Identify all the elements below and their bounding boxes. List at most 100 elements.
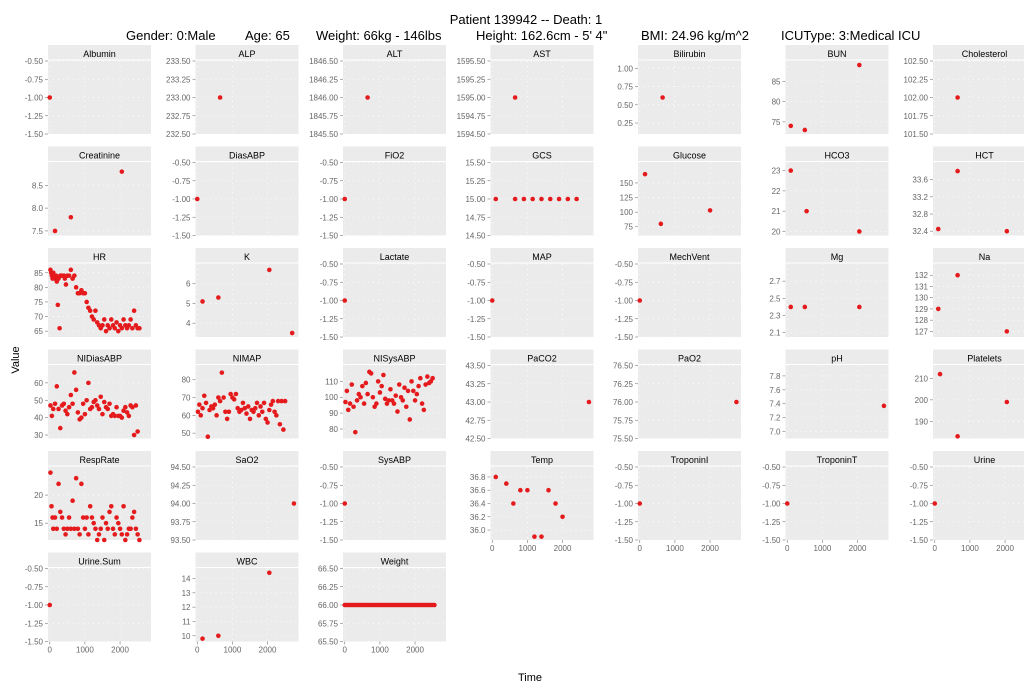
- data-point: [101, 399, 107, 405]
- data-point: [430, 375, 435, 381]
- y-tick-label: 100: [325, 393, 339, 402]
- y-tick-label: -1.00: [25, 601, 44, 610]
- y-tick-label: 1595.50: [457, 57, 486, 66]
- data-point: [84, 515, 89, 520]
- data-point: [504, 481, 509, 486]
- info-age: Age: 65: [245, 28, 290, 43]
- info-weight: Weight: 66kg - 146lbs: [316, 28, 442, 43]
- panel-nimap: NIMAP 50 60 70 80: [182, 349, 299, 440]
- panel-title: HCO3: [824, 151, 849, 161]
- data-point: [130, 515, 135, 520]
- data-point: [72, 273, 77, 278]
- y-tick-label: 8.0: [32, 204, 44, 213]
- y-tick-label: -1.50: [615, 333, 634, 342]
- x-tick-label: 1000: [224, 646, 242, 655]
- data-point: [1004, 399, 1010, 405]
- panel-albumin: Albumin -1.50 -1.25 -1.00 -0.75 -0.50: [25, 45, 151, 139]
- data-point: [216, 395, 221, 400]
- y-tick-label: -1.00: [762, 500, 781, 509]
- data-point: [281, 427, 286, 432]
- panel-title: AST: [533, 49, 551, 59]
- data-point: [518, 487, 523, 493]
- data-point: [101, 317, 107, 322]
- x-tick-label: 2000: [996, 544, 1014, 553]
- data-point: [59, 515, 65, 520]
- data-point: [261, 400, 267, 406]
- data-point: [788, 304, 794, 310]
- panel-na: Na 127 128 129 130 131 132: [915, 248, 1024, 337]
- data-point: [91, 520, 96, 526]
- data-point: [52, 401, 58, 407]
- data-point: [268, 402, 274, 407]
- y-tick-label: 50: [182, 429, 191, 438]
- data-point: [212, 402, 218, 407]
- y-tick-label: 14.75: [465, 213, 486, 222]
- x-tick-label: 0: [638, 544, 643, 553]
- y-tick-label: -0.75: [172, 177, 191, 186]
- data-point: [79, 481, 84, 487]
- data-point: [414, 391, 420, 397]
- panel-title: HR: [93, 252, 106, 262]
- data-point: [539, 534, 544, 539]
- data-point: [82, 290, 88, 296]
- panel-hco3: HCO3 20 21 22 23: [772, 146, 889, 236]
- y-tick-label: 36.4: [470, 500, 486, 509]
- data-point: [61, 526, 67, 532]
- y-tick-label: -0.50: [762, 463, 781, 472]
- panel-nisysabp: NISysABP 80 90 100 110: [325, 349, 446, 439]
- panel-fio2: FiO2 -1.50 -1.25 -1.00 -0.75 -0.50: [320, 146, 446, 241]
- y-tick-label: 66.00: [318, 601, 339, 610]
- panel-title: K: [244, 252, 250, 262]
- data-point: [194, 196, 200, 202]
- data-point: [955, 434, 960, 439]
- data-point: [267, 407, 272, 413]
- y-tick-label: 94.50: [170, 463, 191, 472]
- data-point: [96, 406, 102, 412]
- data-point: [112, 325, 118, 331]
- data-point: [119, 325, 125, 331]
- data-point: [556, 196, 562, 202]
- data-point: [84, 299, 89, 305]
- panel-title: MAP: [532, 252, 552, 262]
- data-point: [133, 403, 139, 408]
- y-tick-label: 65.50: [318, 638, 339, 647]
- y-tick-label: -1.25: [615, 518, 634, 527]
- data-point: [395, 409, 400, 414]
- y-tick-label: -1.25: [25, 619, 44, 628]
- y-tick-label: 1595.25: [457, 75, 486, 84]
- data-point: [244, 411, 249, 416]
- info-bmi: BMI: 24.96 kg/m^2: [641, 28, 749, 43]
- data-point: [423, 382, 428, 387]
- y-tick-label: 12: [182, 603, 191, 612]
- y-tick-label: -1.25: [910, 518, 929, 527]
- data-point: [52, 228, 58, 234]
- y-tick-label: -1.00: [320, 297, 339, 306]
- data-point: [94, 403, 100, 408]
- panel-glucose: Glucose 75 100 125 150: [620, 146, 741, 236]
- y-tick-label: 129: [915, 305, 929, 314]
- y-tick-label: 6: [186, 280, 191, 289]
- y-tick-label: 5: [186, 299, 191, 308]
- data-point: [343, 399, 348, 405]
- data-point: [57, 325, 62, 331]
- data-point: [365, 95, 370, 100]
- figure-title: Patient 139942 -- Death: 1: [450, 12, 603, 27]
- y-tick-label: 233.00: [166, 94, 191, 103]
- data-point: [89, 404, 95, 410]
- panel-hr: HR 65 70 75 80 85: [34, 248, 151, 337]
- y-tick-label: 70: [182, 394, 191, 403]
- y-tick-label: 233.25: [166, 75, 191, 84]
- data-point: [935, 226, 941, 232]
- data-point: [259, 409, 265, 415]
- data-point: [240, 400, 246, 406]
- panel-creatinine: Creatinine 7.5 8.0 8.5: [32, 146, 151, 236]
- data-point: [565, 196, 571, 202]
- panel-urine: Urine -1.50 -1.25 -1.00 -0.75 -0.50 0 1000 2000: [910, 451, 1024, 553]
- y-tick-label: 130: [915, 294, 929, 303]
- panel-title: Bilirubin: [673, 49, 705, 59]
- panel-title: Urine.Sum: [78, 557, 121, 567]
- y-tick-label: 80: [772, 98, 781, 107]
- data-point: [128, 526, 133, 532]
- data-point: [272, 409, 277, 415]
- data-point: [72, 370, 77, 375]
